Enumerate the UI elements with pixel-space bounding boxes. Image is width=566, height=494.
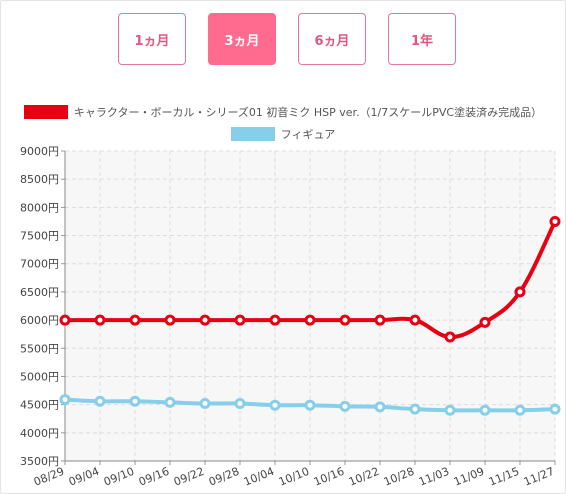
x-tick-label: 09/28 <box>207 465 241 489</box>
data-point-product <box>199 314 211 326</box>
data-point-figure <box>129 395 141 407</box>
data-point-figure <box>164 396 176 408</box>
data-point-figure <box>409 403 421 415</box>
y-tick-label: 5500円 <box>20 342 59 355</box>
data-point-product <box>164 314 176 326</box>
legend-label-figure: フィギュア <box>280 128 336 141</box>
data-point-figure <box>269 399 281 411</box>
data-point-figure <box>199 398 211 410</box>
x-tick-label: 09/16 <box>137 465 171 489</box>
range-button-3-months[interactable]: 3ヵ月 <box>208 13 276 65</box>
data-point-product <box>339 314 351 326</box>
y-tick-label: 4000円 <box>20 427 59 440</box>
x-tick-label: 11/09 <box>452 465 486 489</box>
data-point-product <box>549 215 561 227</box>
legend-item-figure[interactable]: フィギュア <box>0 126 566 142</box>
x-tick-label: 11/27 <box>522 465 556 489</box>
data-point-product <box>479 316 491 328</box>
range-button-1-month[interactable]: 1ヵ月 <box>118 13 186 65</box>
data-point-product <box>59 314 71 326</box>
x-tick-label: 09/22 <box>172 465 206 489</box>
data-point-figure <box>59 394 71 406</box>
x-tick-label: 10/04 <box>242 465 276 489</box>
data-point-product <box>514 286 526 298</box>
y-tick-label: 8000円 <box>20 201 59 214</box>
data-point-product <box>94 314 106 326</box>
range-button-6-months[interactable]: 6ヵ月 <box>298 13 366 65</box>
data-point-product <box>374 314 386 326</box>
x-tick-label: 10/10 <box>277 465 311 489</box>
x-tick-label: 10/16 <box>312 465 346 489</box>
data-point-figure <box>479 404 491 416</box>
data-point-figure <box>374 401 386 413</box>
data-point-figure <box>94 395 106 407</box>
x-tick-label: 09/04 <box>67 465 101 489</box>
data-point-figure <box>304 399 316 411</box>
x-tick-label: 11/03 <box>417 465 451 489</box>
data-point-figure <box>234 398 246 410</box>
y-tick-label: 9000円 <box>20 145 59 158</box>
y-tick-label: 7000円 <box>20 258 59 271</box>
data-point-product <box>444 331 456 343</box>
legend-swatch-figure <box>230 127 275 141</box>
range-button-1-year[interactable]: 1年 <box>388 13 456 65</box>
data-point-figure <box>549 403 561 415</box>
x-tick-label: 10/28 <box>382 465 416 489</box>
x-tick-label: 10/22 <box>347 465 381 489</box>
y-tick-label: 4500円 <box>20 399 59 412</box>
data-point-product <box>234 314 246 326</box>
x-tick-label: 08/29 <box>32 465 66 489</box>
data-point-product <box>304 314 316 326</box>
legend-label-product: キャラクター・ボーカル・シリーズ01 初音ミク HSP ver.（1/7スケール… <box>73 106 543 119</box>
data-point-figure <box>339 400 351 412</box>
data-point-product <box>129 314 141 326</box>
y-tick-label: 3500円 <box>20 455 59 468</box>
legend-swatch-product <box>23 105 68 119</box>
x-tick-label: 11/15 <box>487 465 521 489</box>
x-tick-label: 09/10 <box>102 465 136 489</box>
data-point-figure <box>444 404 456 416</box>
y-tick-label: 6000円 <box>20 314 59 327</box>
data-point-product <box>269 314 281 326</box>
y-tick-label: 5000円 <box>20 370 59 383</box>
y-tick-label: 7500円 <box>20 230 59 243</box>
legend-item-product[interactable]: キャラクター・ボーカル・シリーズ01 初音ミク HSP ver.（1/7スケール… <box>0 104 566 120</box>
data-point-figure <box>514 404 526 416</box>
y-tick-label: 8500円 <box>20 173 59 186</box>
data-point-product <box>409 314 421 326</box>
y-tick-label: 6500円 <box>20 286 59 299</box>
